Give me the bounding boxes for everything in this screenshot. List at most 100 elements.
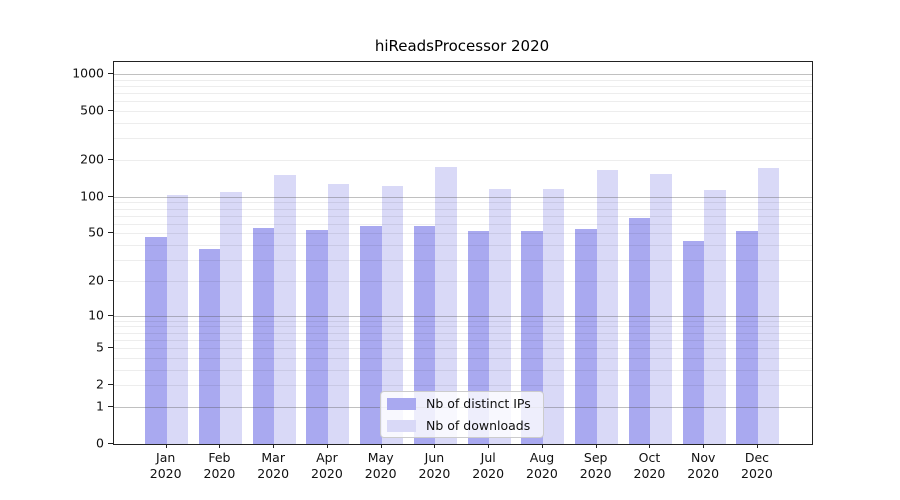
- bar-nb-of-distinct-ips-jul: [467, 231, 490, 444]
- minor-gridline-60: [114, 223, 812, 225]
- y-tick-200: [108, 158, 113, 160]
- y-tick-500: [108, 110, 113, 112]
- x-tick-label-jan: Jan 2020: [149, 450, 182, 481]
- minor-gridline-9: [114, 320, 812, 322]
- minor-gridline-30: [114, 260, 812, 262]
- legend-swatch-ips: [387, 397, 416, 410]
- legend-swatch-downloads: [387, 419, 416, 432]
- x-tick-dec: [756, 444, 758, 448]
- y-tick-10: [108, 314, 113, 316]
- minor-gridline-200: [114, 159, 812, 161]
- minor-gridline-600: [114, 101, 812, 103]
- x-tick-may: [380, 444, 382, 448]
- x-tick-nov: [703, 444, 705, 448]
- y-tick-20: [108, 279, 113, 281]
- y-tick-1000: [108, 73, 113, 74]
- x-tick-label-nov: Nov 2020: [687, 450, 720, 481]
- bar-nb-of-distinct-ips-may: [360, 225, 382, 444]
- bar-nb-of-downloads-may: [381, 185, 404, 444]
- minor-gridline-3: [114, 369, 812, 371]
- bar-nb-of-distinct-ips-jan: [145, 236, 167, 444]
- minor-gridline-8: [114, 326, 812, 328]
- bar-nb-of-downloads-aug: [542, 188, 565, 444]
- x-tick-feb: [219, 444, 221, 448]
- minor-gridline-20: [114, 280, 812, 282]
- minor-gridline-70: [114, 215, 812, 217]
- x-tick-label-may: May 2020: [364, 450, 397, 481]
- x-tick-sep: [595, 444, 597, 448]
- minor-gridline-400: [114, 122, 812, 124]
- x-tick-label-dec: Dec 2020: [741, 450, 773, 481]
- x-tick-jul: [488, 444, 490, 448]
- minor-gridline-90: [114, 202, 812, 204]
- minor-gridline-6: [114, 339, 812, 341]
- y-tick-label-1000: 1000: [72, 65, 104, 81]
- y-tick-label-500: 500: [80, 102, 104, 118]
- y-tick-0: [108, 443, 113, 444]
- minor-gridline-5: [114, 348, 812, 350]
- minor-gridline-4: [114, 357, 812, 359]
- bar-nb-of-downloads-nov: [704, 189, 726, 444]
- y-tick-1: [108, 405, 113, 407]
- y-tick-label-50: 50: [88, 224, 104, 240]
- bar-nb-of-downloads-dec: [757, 167, 780, 444]
- y-tick-label-5: 5: [96, 339, 104, 355]
- major-gridline-10: [114, 315, 812, 317]
- legend-label-downloads: Nb of downloads: [426, 418, 531, 433]
- bar-nb-of-downloads-jul: [489, 188, 511, 444]
- minor-gridline-7: [114, 332, 812, 334]
- bar-nb-of-downloads-jun: [435, 166, 457, 444]
- minor-gridline-80: [114, 208, 812, 210]
- y-tick-label-0: 0: [96, 435, 104, 451]
- bar-nb-of-downloads-oct: [650, 174, 672, 444]
- x-tick-label-jul: Jul 2020: [472, 450, 505, 481]
- legend-label-ips: Nb of distinct IPs: [426, 396, 531, 411]
- legend: Nb of distinct IPs Nb of downloads: [380, 391, 544, 438]
- x-tick-label-aug: Aug 2020: [526, 450, 558, 481]
- bar-nb-of-downloads-jan: [166, 194, 189, 444]
- bar-nb-of-distinct-ips-jun: [413, 225, 436, 444]
- bar-nb-of-distinct-ips-nov: [682, 241, 705, 444]
- bar-nb-of-distinct-ips-dec: [736, 231, 758, 444]
- minor-gridline-2: [114, 385, 812, 387]
- x-tick-apr: [326, 444, 328, 448]
- bar-nb-of-downloads-sep: [596, 169, 619, 444]
- minor-gridline-900: [114, 79, 812, 81]
- bar-nb-of-downloads-apr: [327, 184, 350, 444]
- x-tick-jun: [434, 444, 436, 448]
- bar-nb-of-downloads-mar: [274, 174, 296, 444]
- x-tick-aug: [541, 444, 543, 448]
- minor-gridline-700: [114, 93, 812, 95]
- x-tick-oct: [649, 444, 651, 448]
- x-tick-label-mar: Mar 2020: [257, 450, 290, 481]
- bar-nb-of-distinct-ips-mar: [252, 228, 275, 444]
- legend-row-downloads: Nb of downloads: [387, 418, 535, 433]
- minor-gridline-40: [114, 245, 812, 247]
- minor-gridline-500: [114, 111, 812, 113]
- x-tick-label-sep: Sep 2020: [579, 450, 612, 481]
- legend-row-ips: Nb of distinct IPs: [387, 396, 535, 411]
- x-tick-mar: [273, 444, 275, 448]
- bar-nb-of-distinct-ips-apr: [306, 230, 328, 444]
- y-tick-100: [108, 195, 113, 197]
- x-tick-jan: [165, 444, 167, 448]
- bar-nb-of-downloads-feb: [220, 191, 242, 444]
- chart-title: hiReadsProcessor 2020: [374, 37, 550, 55]
- y-tick-label-1: 1: [96, 398, 104, 414]
- x-tick-label-oct: Oct 2020: [633, 450, 666, 481]
- y-tick-label-100: 100: [80, 188, 104, 204]
- y-tick-label-10: 10: [88, 307, 104, 323]
- plot-area: [113, 61, 813, 445]
- x-tick-label-feb: Feb 2020: [203, 450, 236, 481]
- major-gridline-1000: [114, 74, 812, 75]
- y-tick-5: [108, 347, 113, 349]
- bar-nb-of-distinct-ips-aug: [521, 231, 543, 444]
- y-tick-label-2: 2: [96, 376, 104, 392]
- x-tick-label-apr: Apr 2020: [311, 450, 343, 481]
- y-tick-2: [108, 384, 113, 386]
- y-tick-label-20: 20: [88, 272, 104, 288]
- major-gridline-100: [114, 196, 812, 198]
- y-tick-50: [108, 232, 113, 234]
- x-tick-label-jun: Jun 2020: [418, 450, 451, 481]
